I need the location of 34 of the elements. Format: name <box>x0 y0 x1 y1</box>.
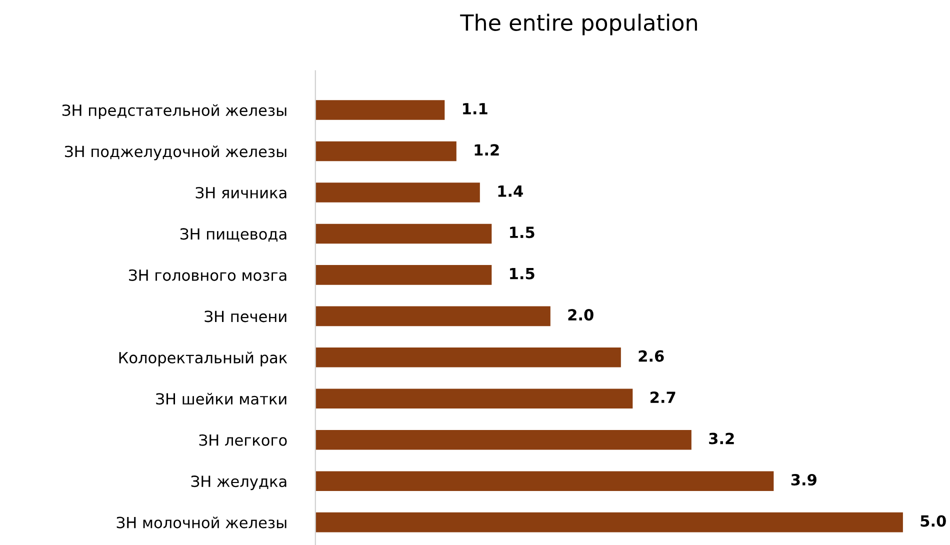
bar <box>315 512 903 532</box>
y-tick-label: ЗН поджелудочной железы <box>65 146 286 160</box>
data-label: 1.1 <box>463 103 488 114</box>
data-label: 1.5 <box>510 226 534 238</box>
bar <box>315 306 550 326</box>
data-label: 1.2 <box>474 144 499 156</box>
data-label: 3.2 <box>709 432 734 444</box>
bar <box>315 224 492 244</box>
y-tick-label: ЗН легкого <box>199 434 287 446</box>
y-tick-label: ЗН молочной железы <box>116 516 286 528</box>
data-label: 5.0 <box>920 515 946 527</box>
y-tick-label: ЗН яичника <box>196 186 286 198</box>
bar <box>315 100 445 120</box>
bar <box>315 182 480 202</box>
y-tick-label: ЗН печени <box>204 310 286 322</box>
data-label: 1.5 <box>510 268 534 280</box>
bar <box>315 471 774 491</box>
bar <box>315 348 621 368</box>
bar <box>315 141 456 162</box>
data-label: 2.6 <box>638 350 664 362</box>
data-label: 2.0 <box>568 309 594 321</box>
chart-title: The entire population <box>460 14 697 36</box>
bar <box>315 388 633 409</box>
y-tick-label: ЗН головного мозга <box>129 269 286 281</box>
bar <box>315 265 492 285</box>
y-tick-label: ЗН шейки матки <box>156 392 286 405</box>
bar <box>315 430 692 450</box>
data-label: 3.9 <box>791 474 816 486</box>
data-label: 2.7 <box>650 392 676 403</box>
y-tick-label: ЗН желудка <box>191 476 286 490</box>
y-tick-label: Колоректальный рак <box>119 352 288 366</box>
y-tick-label: ЗН предстательной железы <box>62 104 286 119</box>
data-label: 1.4 <box>498 186 523 197</box>
y-tick-label: ЗН пищевода <box>180 228 286 242</box>
